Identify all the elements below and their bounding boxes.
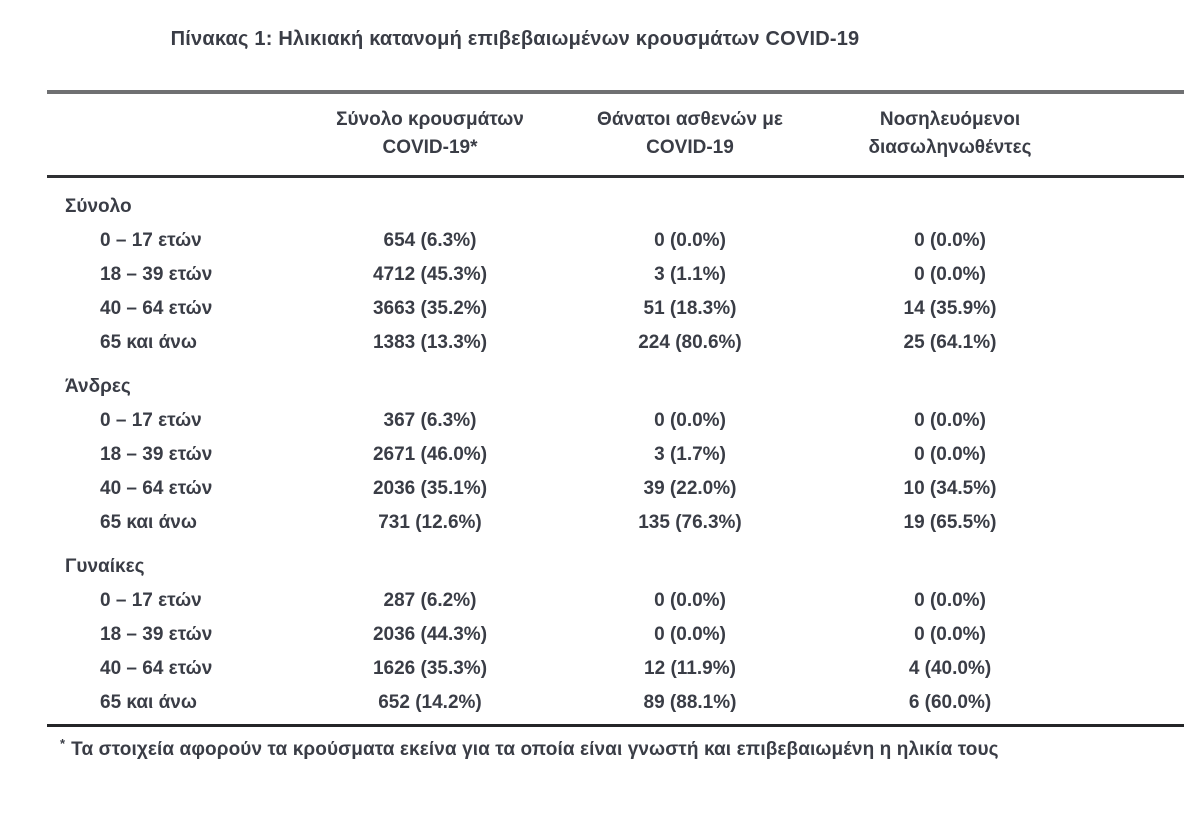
footnote-text: Τα στοιχεία αφορούν τα κρούσματα εκείνα … <box>71 739 999 760</box>
table-top-rule <box>47 90 1184 94</box>
covid-age-table: Σύνολο κρουσμάτων COVID-19* Θάνατοι ασθε… <box>47 90 1184 727</box>
table-body: Σύνολο 0 – 17 ετών 654 (6.3%) 0 (0.0%) 0… <box>47 178 1184 724</box>
row-label: 40 – 64 ετών <box>100 658 213 679</box>
row-label: 40 – 64 ετών <box>100 298 213 319</box>
deaths-value: 224 (80.6%) <box>638 332 742 353</box>
intubated-value: 0 (0.0%) <box>914 264 986 285</box>
table-row: 40 – 64 ετών 3663 (35.2%) 51 (18.3%) 14 … <box>47 292 1184 326</box>
intubated-value: 0 (0.0%) <box>914 444 986 465</box>
column-header-cases: Σύνολο κρουσμάτων COVID-19* <box>300 106 560 162</box>
cases-value: 2671 (46.0%) <box>372 444 488 465</box>
section-row-men: Άνδρες <box>47 360 1184 404</box>
cases-value: 3663 (35.2%) <box>372 298 488 319</box>
cases-value: 2036 (44.3%) <box>372 624 488 645</box>
cases-value: 287 (6.2%) <box>383 590 477 611</box>
row-label: 0 – 17 ετών <box>100 410 202 431</box>
row-label: 18 – 39 ετών <box>100 444 213 465</box>
cases-value: 4712 (45.3%) <box>372 264 488 285</box>
column-header-deaths: Θάνατοι ασθενών με COVID-19 <box>560 106 820 162</box>
table-header-rule <box>47 175 1184 178</box>
intubated-value: 14 (35.9%) <box>903 298 997 319</box>
column-header-deaths-line2: COVID-19 <box>646 137 734 158</box>
column-header-cases-line1: Σύνολο κρουσμάτων <box>336 109 524 130</box>
intubated-value: 4 (40.0%) <box>908 658 992 679</box>
column-header-intubated: Νοσηλευόμενοι διασωληνωθέντες <box>820 106 1080 162</box>
row-label: 18 – 39 ετών <box>100 264 213 285</box>
deaths-value: 3 (1.7%) <box>654 444 726 465</box>
column-header-cases-line2: COVID-19* <box>382 137 478 158</box>
row-label: 40 – 64 ετών <box>100 478 213 499</box>
column-header-intubated-line1: Νοσηλευόμενοι <box>879 109 1021 130</box>
table-row: 18 – 39 ετών 2036 (44.3%) 0 (0.0%) 0 (0.… <box>47 618 1184 652</box>
cases-value: 1383 (13.3%) <box>372 332 488 353</box>
section-row-total: Σύνολο <box>47 180 1184 224</box>
deaths-value: 3 (1.1%) <box>654 264 726 285</box>
section-label: Άνδρες <box>65 376 131 397</box>
cases-value: 652 (14.2%) <box>378 692 482 713</box>
footnote: * Τα στοιχεία αφορούν τα κρούσματα εκείνα… <box>60 736 1180 761</box>
cases-value: 654 (6.3%) <box>383 230 477 251</box>
intubated-value: 0 (0.0%) <box>914 624 986 645</box>
cases-value: 367 (6.3%) <box>383 410 477 431</box>
row-label: 0 – 17 ετών <box>100 230 202 251</box>
footnote-asterisk: * <box>60 736 66 751</box>
table-row: 65 και άνω 1383 (13.3%) 224 (80.6%) 25 (… <box>47 326 1184 360</box>
section-label: Γυναίκες <box>65 556 145 577</box>
section-label: Σύνολο <box>65 196 132 217</box>
column-header-deaths-line1: Θάνατοι ασθενών με <box>597 109 783 130</box>
table-title: Πίνακας 1: Ηλικιακή κατανομή επιβεβαιωμέ… <box>170 28 860 50</box>
intubated-value: 0 (0.0%) <box>914 230 986 251</box>
table-header-row: Σύνολο κρουσμάτων COVID-19* Θάνατοι ασθε… <box>47 94 1184 175</box>
deaths-value: 51 (18.3%) <box>643 298 737 319</box>
intubated-value: 6 (60.0%) <box>908 692 992 713</box>
deaths-value: 89 (88.1%) <box>643 692 737 713</box>
row-label: 65 και άνω <box>100 512 197 533</box>
table-row: 18 – 39 ετών 2671 (46.0%) 3 (1.7%) 0 (0.… <box>47 438 1184 472</box>
intubated-value: 10 (34.5%) <box>903 478 997 499</box>
deaths-value: 0 (0.0%) <box>654 624 726 645</box>
deaths-value: 12 (11.9%) <box>644 658 736 679</box>
row-label: 65 και άνω <box>100 692 197 713</box>
deaths-value: 135 (76.3%) <box>638 512 742 533</box>
table-row: 40 – 64 ετών 1626 (35.3%) 12 (11.9%) 4 (… <box>47 652 1184 686</box>
deaths-value: 0 (0.0%) <box>654 590 726 611</box>
deaths-value: 0 (0.0%) <box>654 230 726 251</box>
intubated-value: 19 (65.5%) <box>903 512 997 533</box>
table-row: 65 και άνω 731 (12.6%) 135 (76.3%) 19 (6… <box>47 506 1184 540</box>
section-row-women: Γυναίκες <box>47 540 1184 584</box>
row-label: 65 και άνω <box>100 332 197 353</box>
intubated-value: 0 (0.0%) <box>914 410 986 431</box>
intubated-value: 0 (0.0%) <box>914 590 986 611</box>
row-label: 0 – 17 ετών <box>100 590 202 611</box>
table-row: 65 και άνω 652 (14.2%) 89 (88.1%) 6 (60.… <box>47 686 1184 720</box>
row-label: 18 – 39 ετών <box>100 624 213 645</box>
table-row: 0 – 17 ετών 287 (6.2%) 0 (0.0%) 0 (0.0%) <box>47 584 1184 618</box>
table-row: 0 – 17 ετών 654 (6.3%) 0 (0.0%) 0 (0.0%) <box>47 224 1184 258</box>
table-bottom-rule <box>47 724 1184 727</box>
table-row: 18 – 39 ετών 4712 (45.3%) 3 (1.1%) 0 (0.… <box>47 258 1184 292</box>
intubated-value: 25 (64.1%) <box>903 332 997 353</box>
deaths-value: 0 (0.0%) <box>654 410 726 431</box>
table-row: 0 – 17 ετών 367 (6.3%) 0 (0.0%) 0 (0.0%) <box>47 404 1184 438</box>
cases-value: 731 (12.6%) <box>378 512 482 533</box>
cases-value: 2036 (35.1%) <box>372 478 488 499</box>
column-header-intubated-line2: διασωληνωθέντες <box>868 137 1032 158</box>
cases-value: 1626 (35.3%) <box>372 658 488 679</box>
deaths-value: 39 (22.0%) <box>643 478 737 499</box>
table-row: 40 – 64 ετών 2036 (35.1%) 39 (22.0%) 10 … <box>47 472 1184 506</box>
